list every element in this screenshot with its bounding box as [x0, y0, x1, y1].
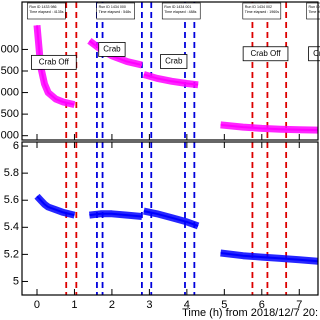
- y-tick-label: 5.6: [4, 194, 19, 206]
- run-info: Run ID 1434 001: [164, 5, 191, 9]
- series-line: [36, 25, 318, 132]
- annotation-box: [31, 54, 77, 70]
- run-box: [96, 2, 135, 20]
- series-line: [36, 195, 318, 263]
- run-info: Run ID 1433 986: [29, 5, 56, 9]
- x-tick-label: 7: [296, 299, 302, 311]
- annotation-box: [160, 54, 188, 69]
- y-tick-label: 6: [13, 140, 19, 152]
- run-box: [161, 2, 201, 20]
- annotation: Crab: [103, 45, 121, 54]
- x-tick-label: 5: [221, 299, 227, 311]
- annotation: Crab Off: [39, 57, 70, 66]
- y-tick-label: 500: [1, 65, 19, 77]
- y-tick-label: 500: [1, 108, 19, 120]
- run-info: Time elapsed : 4135s: [29, 10, 63, 14]
- y-tick-label: 000: [1, 43, 19, 55]
- run-box: [27, 2, 66, 20]
- frame: [21, 141, 319, 296]
- x-tick-label: 0: [34, 299, 40, 311]
- annotation-box: [242, 46, 289, 62]
- x-tick-label: 4: [184, 299, 190, 311]
- run-info: Time elapsed : 1960s: [245, 10, 279, 14]
- annotation: Crab: [165, 57, 183, 66]
- run-info: Time elapsed : 548s: [99, 10, 131, 14]
- x-tick-label: 3: [146, 299, 152, 311]
- run-info: Time elapsed : 340s: [308, 10, 320, 14]
- annotation-box: [98, 42, 126, 57]
- y-tick-label: 000: [1, 86, 19, 98]
- x-tick-label: 2: [109, 299, 115, 311]
- annotation-box: [308, 46, 320, 62]
- y-tick-label: 5.2: [4, 248, 19, 260]
- annotation: Crab Off: [250, 49, 281, 58]
- x-axis-label: Time (h) from 2018/12/7 20:: [182, 307, 318, 319]
- run-info: Run ID 1434 000: [99, 5, 126, 9]
- frame: [21, 1, 319, 141]
- plot-area: [34, 193, 318, 265]
- annotation: Crab: [313, 49, 320, 58]
- run-box: [242, 2, 282, 20]
- run-info: Run ID 1434 003: [308, 5, 320, 9]
- run-box: [306, 2, 320, 20]
- run-info: Time elapsed : 488s: [164, 10, 196, 14]
- x-tick-label: 1: [71, 299, 77, 311]
- y-tick-label: 000: [1, 130, 19, 142]
- y-tick-label: 5.4: [4, 221, 19, 233]
- y-tick-label: 5.8: [4, 167, 19, 179]
- x-tick-label: 6: [259, 299, 265, 311]
- run-info: Run ID 1434 002: [245, 5, 272, 9]
- series-band: [33, 24, 318, 134]
- plot-area: [33, 2, 318, 140]
- y-tick-label: 5: [13, 275, 19, 287]
- series-band: [34, 193, 318, 265]
